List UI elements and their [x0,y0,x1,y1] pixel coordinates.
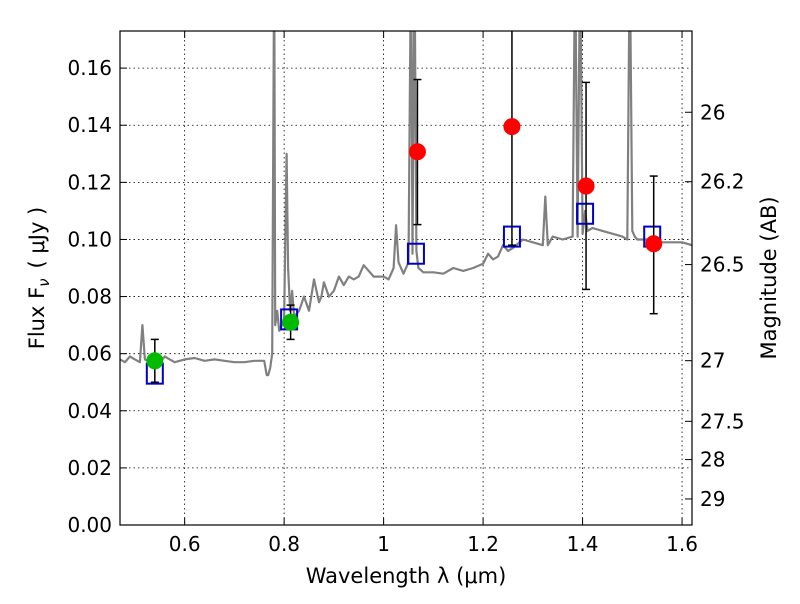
red-point [408,143,426,161]
y-tick-label: 0.00 [67,513,112,537]
grid [120,31,692,525]
y2-tick-label: 27 [700,349,725,373]
red-point [577,177,595,195]
marks-layer [145,31,663,385]
y2-axis-title: Magnitude (AB) [757,196,781,359]
y-axis-title-main: Flux F [25,287,49,349]
model-point [576,202,595,225]
spectrum-line [120,31,692,377]
y2-tick-label: 26.5 [700,253,745,277]
y-tick-label: 0.16 [67,56,112,80]
red-point [503,118,521,136]
y2-tick-label: 27.5 [700,409,745,433]
y2-tick-label: 29 [700,487,725,511]
x-tick-label: 1.4 [567,532,599,556]
x-tick-label: 1.2 [467,532,499,556]
x-tick-label: 1.6 [666,532,698,556]
y2-tick-label: 26.2 [700,170,745,194]
detection-point [282,313,300,331]
spectrum-layer [120,31,692,377]
y-tick-label: 0.02 [67,456,112,480]
red-point [645,235,663,253]
y-tick-label: 0.06 [67,342,112,366]
y-tick-label: 0.08 [67,285,112,309]
y-tick-label: 0.12 [67,170,112,194]
x-tick-label: 1 [377,532,390,556]
y-tick-label: 0.14 [67,113,112,137]
y2-tick-label: 28 [700,448,725,472]
y-tick-label: 0.04 [67,399,112,423]
y-axis-title: Flux Fν ( μJy ) [25,207,53,350]
x-tick-label: 0.6 [169,532,201,556]
x-tick-label: 0.8 [268,532,300,556]
x-axis-title: Wavelength λ (μm) [306,564,507,588]
model-point [406,242,425,265]
detection-point [146,352,164,370]
y2-tick-label: 26 [700,100,725,124]
plot-background [120,31,692,525]
y-axis-title-unit: ( μJy ) [25,207,49,269]
y-axis-title-sub: ν [35,278,53,286]
plot-frame [119,30,693,526]
axes-layer: 0.6 0.8 1 1.2 1.4 1.6 0.00 0.02 0.04 0.06 0.08 0.10… [67,31,745,556]
y-tick-label: 0.10 [67,227,112,251]
